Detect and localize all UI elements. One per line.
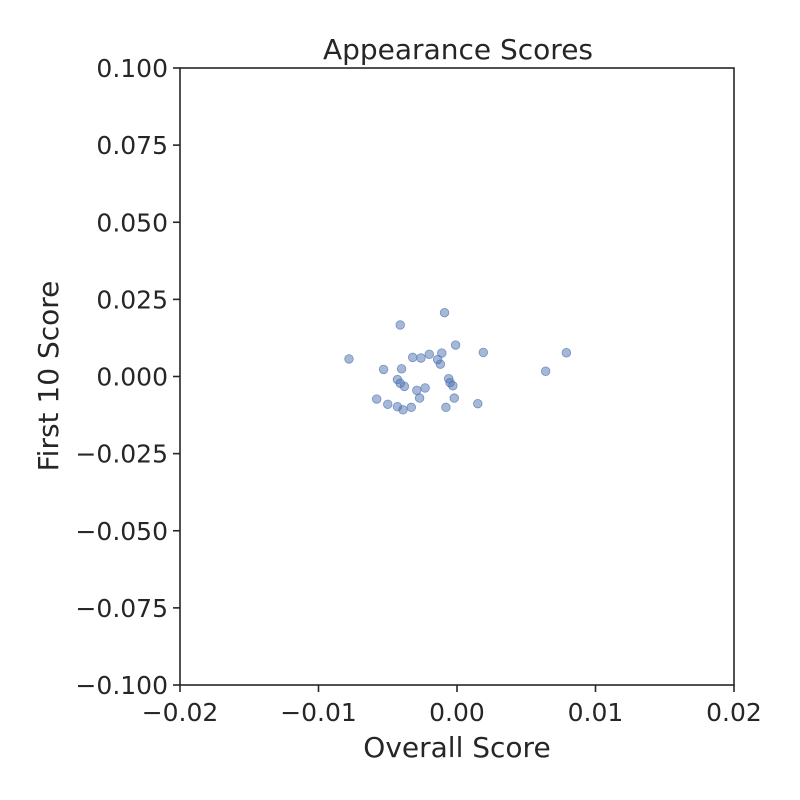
scatter-point: [406, 402, 416, 413]
scatter-point: [371, 394, 382, 404]
data-points: [344, 307, 572, 415]
y-tick-label: −0.050: [75, 517, 168, 546]
y-tick-label: 0.025: [96, 285, 168, 314]
plot-frame: [179, 67, 735, 686]
scatter-point: [424, 349, 435, 359]
scatter-point: [407, 352, 418, 363]
scatter-point: [399, 381, 410, 392]
y-tick-label: 0.075: [96, 131, 168, 160]
scatter-point: [344, 354, 354, 364]
scatter-point: [540, 366, 551, 376]
scatter-point: [398, 405, 408, 415]
chart-title: Appearance Scores: [323, 33, 593, 66]
scatter-point: [473, 398, 483, 409]
scatter-point: [448, 381, 458, 391]
scatter-point: [435, 359, 446, 369]
scatter-point: [450, 340, 461, 350]
scatter-point: [378, 364, 389, 375]
y-tick-label: −0.100: [75, 671, 168, 700]
scatter-point: [478, 347, 489, 358]
scatter-point: [412, 385, 422, 396]
y-axis-label: First 10 Score: [32, 281, 65, 472]
y-tick-label: 0.000: [96, 363, 168, 392]
scatter-point: [414, 393, 425, 403]
scatter-point: [420, 383, 430, 393]
x-axis-label: Overall Score: [363, 731, 550, 764]
x-tick-label: −0.01: [280, 698, 357, 727]
scatter-point: [441, 402, 451, 413]
scatter-point: [439, 307, 450, 318]
y-tick-label: −0.025: [75, 440, 168, 469]
scatter-point: [383, 399, 393, 409]
y-tick-label: 0.050: [96, 208, 168, 237]
x-tick-label: 0.01: [568, 698, 624, 727]
x-tick-label: 0.02: [706, 698, 762, 727]
scatter-point: [395, 320, 405, 330]
x-tick-label: −0.02: [142, 698, 219, 727]
x-tick-label: 0.00: [429, 698, 485, 727]
scatter-point: [449, 393, 459, 403]
scatter-point: [396, 364, 407, 374]
y-tick-label: −0.075: [75, 594, 168, 623]
scatter-point: [437, 348, 447, 358]
scatter-point: [561, 348, 572, 358]
x-axis: −0.02 −0.01 0.00 0.01 0.02: [142, 685, 762, 727]
scatter-point: [416, 353, 426, 363]
y-axis: 0.100 0.075 0.050 0.025 0.000 −0.025 −0.050 −0.…: [75, 54, 180, 700]
y-tick-label: 0.100: [96, 54, 168, 83]
